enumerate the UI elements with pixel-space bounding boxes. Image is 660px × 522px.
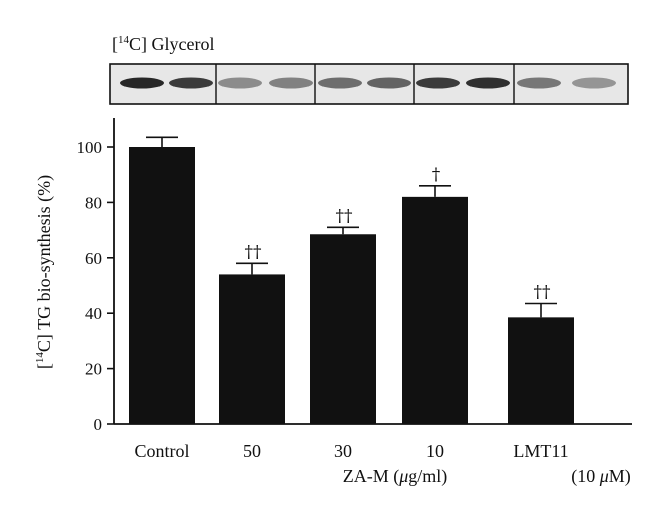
- y-axis-label: [14C] TG bio-synthesis (%): [34, 174, 54, 370]
- bar-5: [508, 317, 574, 424]
- blot-band-2: [169, 77, 213, 89]
- x-tick-label-5: LMT11: [513, 441, 568, 461]
- blot-band-5: [318, 77, 362, 89]
- blot-band-4: [269, 77, 313, 89]
- x-tick-label-3: 30: [334, 441, 352, 461]
- bar-4: [402, 196, 468, 424]
- blot-band-9: [517, 77, 561, 89]
- y-tick-label-60: 60: [85, 249, 102, 268]
- chart-bars: [129, 147, 574, 424]
- blot-band-7: [416, 77, 460, 89]
- bar-2: [219, 274, 285, 424]
- significance-mark-3: ††: [336, 206, 354, 226]
- y-tick-label-100: 100: [77, 138, 103, 157]
- blot-band-3: [218, 77, 262, 89]
- blot-band-8: [466, 77, 510, 89]
- error-bars: [146, 136, 557, 318]
- x-axis-sublabel-lmt11: (10 μM): [571, 466, 631, 486]
- x-axis-group-label: ZA-M (μg/ml): [342, 466, 448, 486]
- western-blot-panel: [109, 63, 629, 105]
- significance-mark-4: †: [432, 165, 441, 185]
- y-tick-label-20: 20: [85, 360, 102, 379]
- bar-1: [129, 147, 195, 424]
- significance-mark-2: ††: [245, 242, 263, 262]
- significance-annotations: †††††††: [245, 165, 552, 303]
- blot-band-1: [120, 77, 164, 89]
- x-tick-label-1: Control: [134, 441, 189, 461]
- y-tick-label-40: 40: [85, 304, 102, 323]
- y-tick-label-0: 0: [94, 415, 103, 434]
- y-tick-label-80: 80: [85, 193, 102, 212]
- blot-band-6: [367, 77, 411, 89]
- significance-mark-5: ††: [534, 283, 552, 303]
- x-tick-label-2: 50: [243, 441, 261, 461]
- x-tick-labels: Control 50 30 10 LMT11: [134, 441, 568, 461]
- y-tick-labels: 0 20 40 60 80 100: [77, 138, 103, 434]
- blot-band-10: [572, 77, 616, 89]
- blot-title: [14C] Glycerol: [112, 34, 215, 54]
- bar-3: [310, 234, 376, 424]
- x-tick-label-4: 10: [426, 441, 444, 461]
